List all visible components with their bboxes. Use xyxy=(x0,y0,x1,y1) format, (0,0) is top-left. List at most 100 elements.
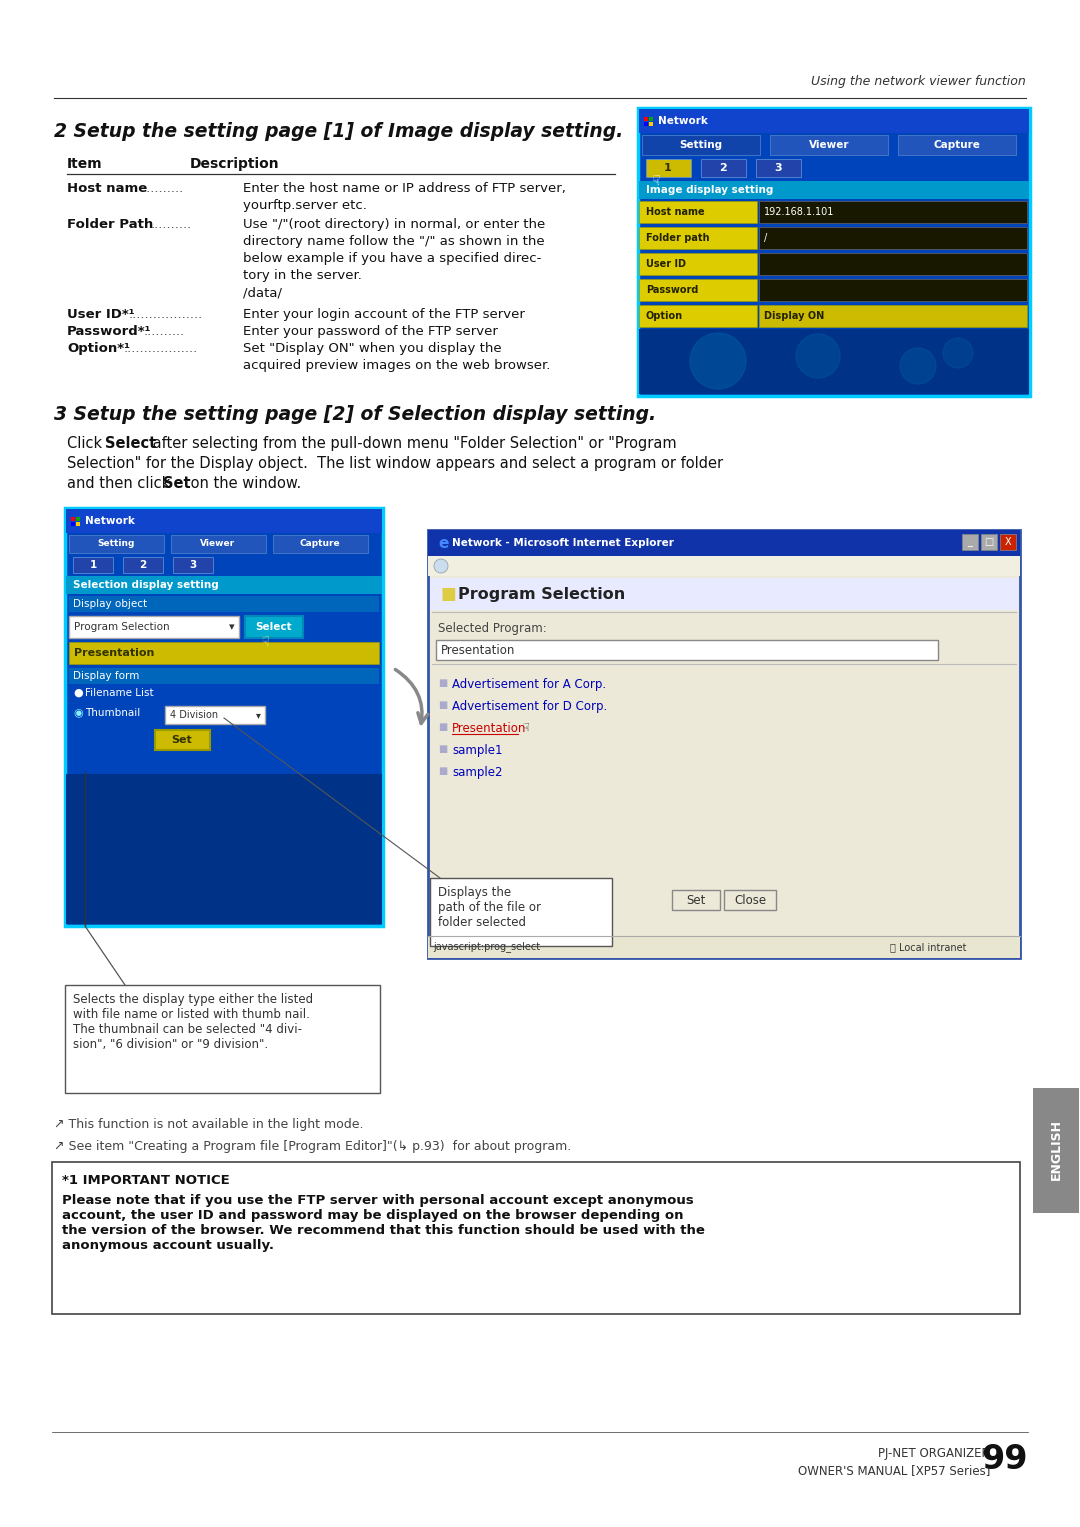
Text: Enter the host name or IP address of FTP server,: Enter the host name or IP address of FTP… xyxy=(243,182,566,195)
Text: below example if you have a specified direc-: below example if you have a specified di… xyxy=(243,252,541,266)
Text: Capture: Capture xyxy=(933,140,981,150)
FancyBboxPatch shape xyxy=(756,159,801,177)
FancyBboxPatch shape xyxy=(71,522,75,525)
Text: Using the network viewer function: Using the network viewer function xyxy=(811,75,1026,89)
Text: Password*¹: Password*¹ xyxy=(67,325,151,337)
FancyBboxPatch shape xyxy=(639,305,757,327)
Text: X: X xyxy=(1004,538,1011,547)
Text: 99: 99 xyxy=(982,1443,1028,1477)
Text: ●: ● xyxy=(73,689,83,698)
FancyBboxPatch shape xyxy=(73,557,113,573)
FancyBboxPatch shape xyxy=(69,615,239,638)
Text: directory name follow the "/" as shown in the: directory name follow the "/" as shown i… xyxy=(243,235,544,247)
Circle shape xyxy=(900,348,936,383)
Text: Presentation: Presentation xyxy=(453,722,526,734)
Text: ▾: ▾ xyxy=(256,710,260,721)
Text: Advertisement for D Corp.: Advertisement for D Corp. xyxy=(453,699,607,713)
FancyBboxPatch shape xyxy=(171,534,266,553)
Text: ..........: .......... xyxy=(144,325,186,337)
Text: Select: Select xyxy=(256,621,293,632)
FancyBboxPatch shape xyxy=(69,667,379,684)
FancyBboxPatch shape xyxy=(644,122,648,127)
Text: ▾: ▾ xyxy=(229,621,234,632)
Circle shape xyxy=(434,559,448,573)
Text: ■: ■ xyxy=(438,722,447,731)
FancyBboxPatch shape xyxy=(759,202,1027,223)
FancyBboxPatch shape xyxy=(639,202,757,223)
Text: Thumbnail: Thumbnail xyxy=(85,709,140,718)
Text: ■: ■ xyxy=(440,585,456,603)
Text: 1: 1 xyxy=(90,560,96,570)
Text: ..........: .......... xyxy=(151,218,192,231)
FancyBboxPatch shape xyxy=(428,530,1020,556)
Text: Use "/"(root directory) in normal, or enter the: Use "/"(root directory) in normal, or en… xyxy=(243,218,545,231)
Text: ..................: .................. xyxy=(129,308,203,321)
FancyBboxPatch shape xyxy=(759,305,1027,327)
FancyBboxPatch shape xyxy=(701,159,746,177)
FancyBboxPatch shape xyxy=(649,122,653,127)
Text: Selection display setting: Selection display setting xyxy=(73,580,219,589)
Text: 2 Setup the setting page [1] of Image display setting.: 2 Setup the setting page [1] of Image di… xyxy=(54,122,623,140)
FancyBboxPatch shape xyxy=(165,705,265,724)
Text: Image display setting: Image display setting xyxy=(646,185,773,195)
Text: Display form: Display form xyxy=(73,670,139,681)
Text: Display object: Display object xyxy=(73,599,147,609)
Text: ■: ■ xyxy=(438,678,447,689)
Text: Select: Select xyxy=(105,437,157,450)
Text: Description: Description xyxy=(190,157,280,171)
Text: Password: Password xyxy=(646,286,699,295)
Text: User ID: User ID xyxy=(646,260,686,269)
FancyBboxPatch shape xyxy=(69,596,379,612)
Text: Setting: Setting xyxy=(97,539,135,548)
Text: ..........: .......... xyxy=(143,182,185,195)
Text: Folder Path: Folder Path xyxy=(67,218,153,231)
Text: ☟: ☟ xyxy=(261,637,269,649)
FancyBboxPatch shape xyxy=(245,615,303,638)
Text: □: □ xyxy=(984,538,994,547)
Text: ■: ■ xyxy=(438,699,447,710)
Text: Selection" for the Display object.  The list window appears and select a program: Selection" for the Display object. The l… xyxy=(67,457,724,470)
Text: Displays the
path of the file or
folder selected: Displays the path of the file or folder … xyxy=(438,886,541,928)
Text: ↗ See item "Creating a Program file [Program Editor]"(↳ p.93)  for about program: ↗ See item "Creating a Program file [Pro… xyxy=(54,1141,571,1153)
FancyBboxPatch shape xyxy=(156,730,210,750)
Text: Setting: Setting xyxy=(679,140,723,150)
Text: acquired preview images on the web browser.: acquired preview images on the web brows… xyxy=(243,359,551,373)
FancyBboxPatch shape xyxy=(897,134,1016,156)
Text: Folder path: Folder path xyxy=(646,234,710,243)
Text: Program Selection: Program Selection xyxy=(458,586,625,602)
Text: ■: ■ xyxy=(438,744,447,754)
Text: javascript:prog_select: javascript:prog_select xyxy=(433,942,540,953)
FancyBboxPatch shape xyxy=(759,279,1027,301)
Text: Presentation: Presentation xyxy=(441,643,515,657)
Text: Host name: Host name xyxy=(67,182,147,195)
Text: Item: Item xyxy=(67,157,103,171)
FancyBboxPatch shape xyxy=(76,518,80,521)
Text: Network: Network xyxy=(85,516,135,525)
FancyBboxPatch shape xyxy=(639,228,757,249)
Text: Display ON: Display ON xyxy=(764,312,824,321)
FancyBboxPatch shape xyxy=(430,579,1018,609)
FancyBboxPatch shape xyxy=(672,890,720,910)
Text: e: e xyxy=(438,536,448,551)
Text: 3: 3 xyxy=(774,163,782,173)
Text: Enter your password of the FTP server: Enter your password of the FTP server xyxy=(243,325,498,337)
Text: 🌐 Local intranet: 🌐 Local intranet xyxy=(890,942,967,951)
Text: Click: Click xyxy=(67,437,107,450)
Text: Set: Set xyxy=(163,476,191,492)
FancyBboxPatch shape xyxy=(76,522,80,525)
Text: 4 Division: 4 Division xyxy=(170,710,218,721)
Text: Set "Display ON" when you display the: Set "Display ON" when you display the xyxy=(243,342,501,354)
Text: yourftp.server etc.: yourftp.server etc. xyxy=(243,199,367,212)
FancyBboxPatch shape xyxy=(273,534,368,553)
Text: 1: 1 xyxy=(664,163,672,173)
Text: 2: 2 xyxy=(719,163,727,173)
FancyBboxPatch shape xyxy=(639,253,757,275)
Text: Filename List: Filename List xyxy=(85,689,153,698)
Text: sample2: sample2 xyxy=(453,767,502,779)
FancyBboxPatch shape xyxy=(1032,1089,1079,1212)
Text: ..................: .................. xyxy=(124,342,199,354)
FancyBboxPatch shape xyxy=(770,134,888,156)
FancyBboxPatch shape xyxy=(638,108,1030,395)
FancyBboxPatch shape xyxy=(66,508,382,533)
Circle shape xyxy=(796,334,840,379)
